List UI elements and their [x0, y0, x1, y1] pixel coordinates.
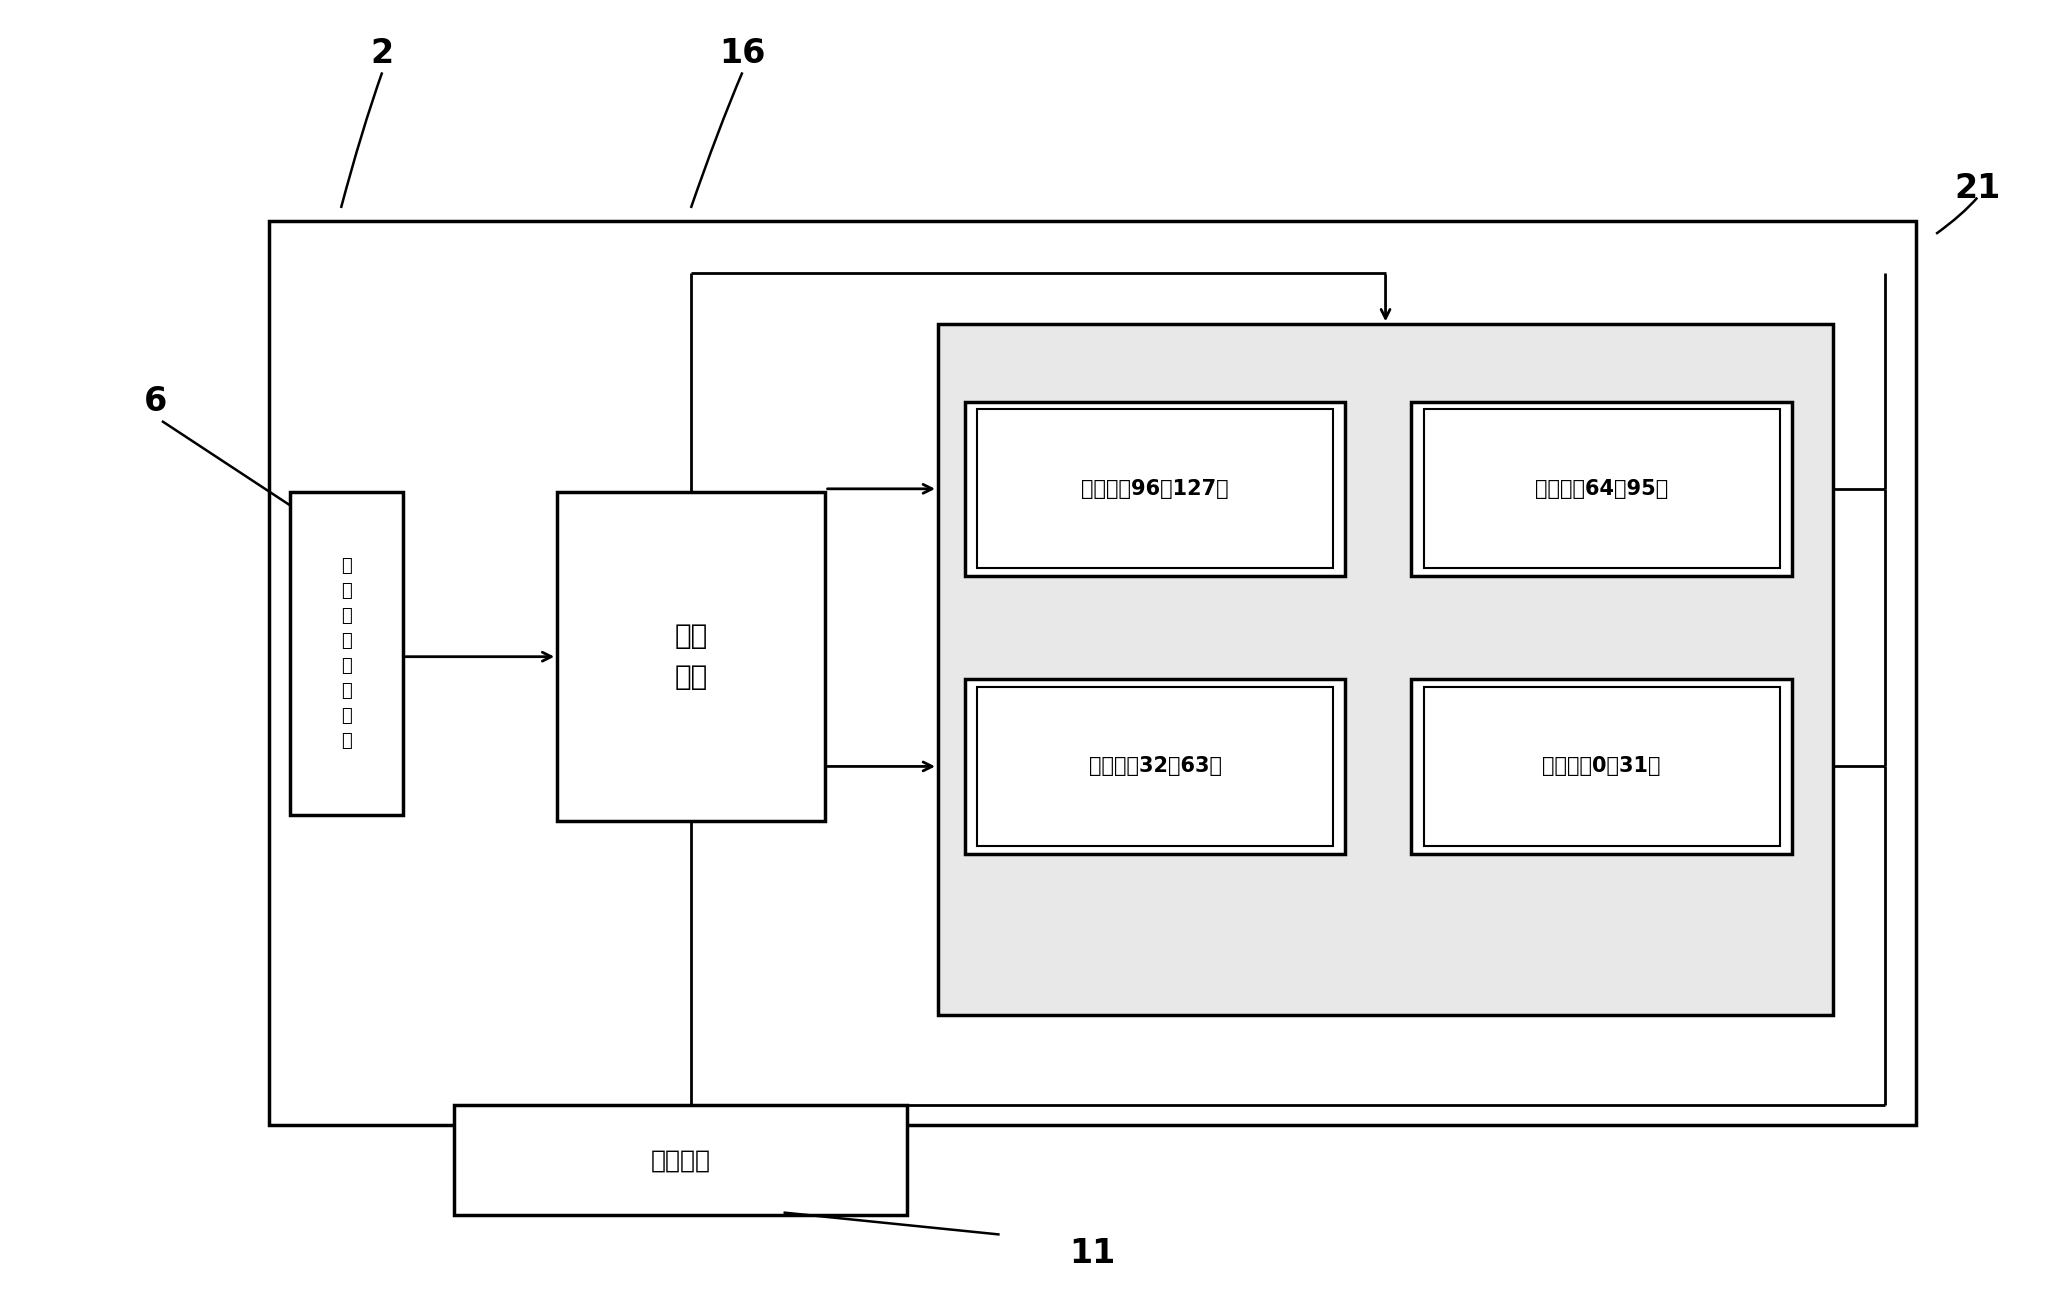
Bar — [268, 221, 1915, 1124]
Text: 2: 2 — [371, 36, 394, 70]
Bar — [289, 492, 402, 815]
Bar — [938, 325, 1832, 1014]
Text: 储存器（64～95）: 储存器（64～95） — [1535, 479, 1667, 498]
Text: 系统总线: 系统总线 — [651, 1148, 711, 1172]
Text: 11: 11 — [1070, 1237, 1115, 1271]
Bar — [977, 687, 1333, 846]
Bar — [1412, 401, 1793, 576]
Text: 储存器（32～63）: 储存器（32～63） — [1088, 757, 1222, 776]
Text: 显示
芯片: 显示 芯片 — [674, 622, 707, 691]
Text: 6: 6 — [144, 386, 167, 418]
Text: 储存器（0～31）: 储存器（0～31） — [1542, 757, 1661, 776]
Text: 储存器（96～127）: 储存器（96～127） — [1082, 479, 1228, 498]
Bar — [1412, 679, 1793, 854]
Bar — [1424, 687, 1781, 846]
Bar — [965, 401, 1346, 576]
Text: 口
视
频
输
出
连
接
端: 口 视 频 输 出 连 接 端 — [340, 556, 352, 751]
Text: 21: 21 — [1954, 172, 2001, 206]
Bar — [453, 1105, 907, 1215]
Bar — [556, 492, 824, 822]
Text: 16: 16 — [719, 36, 765, 70]
Bar — [965, 679, 1346, 854]
Bar — [977, 409, 1333, 568]
Bar — [1424, 409, 1781, 568]
